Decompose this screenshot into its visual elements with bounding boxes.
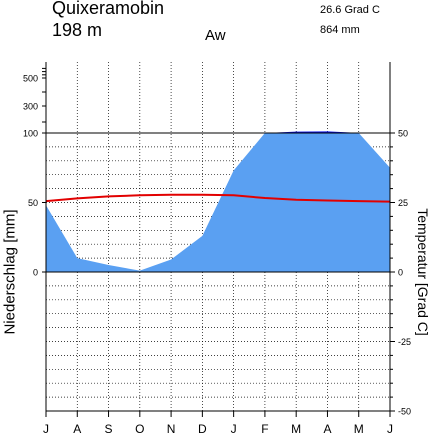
month-label: J — [231, 422, 237, 436]
left-tick-label: 50 — [28, 198, 38, 208]
left-tick-label: 0 — [33, 268, 38, 278]
climate-class: Aw — [205, 27, 226, 44]
right-tick-label: 0 — [398, 268, 403, 278]
temperature-line — [45, 193, 391, 203]
right-tick-label: -25 — [398, 337, 411, 347]
month-label: M — [291, 422, 301, 436]
month-label: N — [167, 422, 176, 436]
month-label: F — [261, 422, 268, 436]
month-label: A — [323, 422, 331, 436]
month-label: A — [73, 422, 81, 436]
annual-precipitation: 864 mm — [320, 24, 360, 36]
month-label: J — [43, 422, 49, 436]
left-tick-label: 300 — [23, 102, 38, 112]
month-label: J — [387, 422, 393, 436]
left-tick-label: 100 — [23, 129, 38, 139]
station-elevation: 198 m — [52, 20, 103, 40]
right-tick-label: -50 — [398, 407, 411, 417]
mean-temperature: 26.6 Grad C — [320, 4, 380, 16]
left-tick-label: 500 — [23, 74, 38, 84]
right-tick-label: 25 — [398, 198, 408, 208]
month-label: S — [105, 422, 113, 436]
station-name: Quixeramobin — [52, 0, 165, 18]
month-label: M — [354, 422, 364, 436]
month-label: O — [135, 422, 144, 436]
month-label: D — [198, 422, 207, 436]
humid-area — [46, 133, 390, 272]
right-tick-label: 50 — [398, 129, 408, 139]
